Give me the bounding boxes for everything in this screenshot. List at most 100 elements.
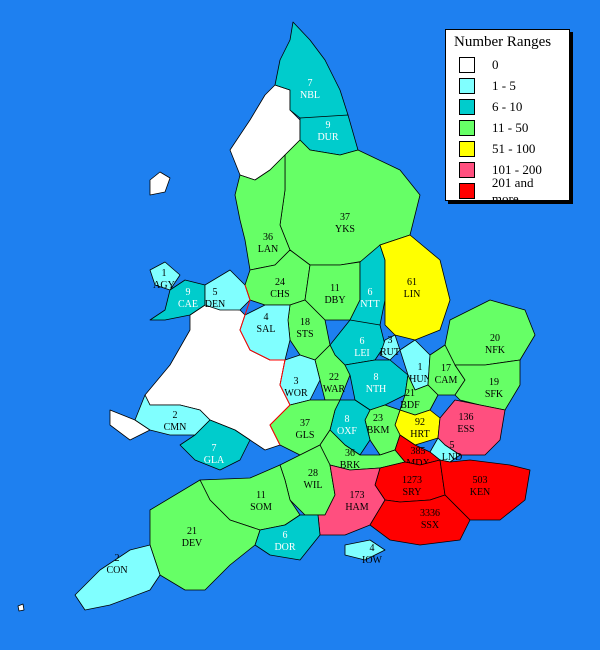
isle-of-man — [149, 171, 171, 196]
county-count-label: 136 — [459, 412, 474, 423]
county-count-label: 3 — [388, 335, 393, 346]
county-count-label: 7 — [308, 78, 313, 89]
legend-swatch — [459, 98, 475, 115]
county-count-label: 9 — [186, 287, 191, 298]
county-code-label: HUN — [409, 374, 431, 385]
legend-label: 201 and more — [491, 174, 534, 206]
legend-label: 6 - 10 — [492, 98, 523, 114]
county-code-label: WOR — [284, 388, 308, 399]
county-code-label: DEN — [205, 299, 226, 310]
county-dor — [254, 514, 321, 561]
county-count-label: 24 — [275, 277, 285, 288]
legend-swatch — [459, 56, 475, 73]
county-count-label: 19 — [489, 377, 499, 388]
county-code-label: BRK — [340, 460, 361, 471]
county-code-label: CAE — [178, 299, 198, 310]
county-pembroke — [109, 409, 151, 441]
legend-swatch — [459, 119, 475, 136]
county-code-label: RUT — [380, 347, 400, 358]
county-code-label: SRY — [403, 487, 422, 498]
county-count-label: 385 — [411, 446, 426, 457]
county-count-label: 3336 — [420, 508, 440, 519]
county-code-label: MDX — [406, 458, 430, 469]
county-code-label: NBL — [300, 90, 320, 101]
county-count-label: 21 — [405, 388, 415, 399]
county-count-label: 92 — [415, 417, 425, 428]
county-code-label: HRT — [410, 429, 429, 440]
county-code-label: DEV — [182, 538, 203, 549]
county-count-label: 6 — [360, 336, 365, 347]
county-count-label: 2 — [173, 410, 178, 421]
legend-item: 201 and more — [452, 175, 563, 206]
county-code-label: YKS — [335, 224, 355, 235]
county-code-label: GLA — [204, 455, 225, 466]
county-count-label: 37 — [340, 212, 350, 223]
county-count-label: 17 — [441, 363, 451, 374]
county-code-label: OXF — [337, 426, 357, 437]
england-wales-border — [239, 284, 291, 446]
county-code-label: AGY — [153, 280, 175, 291]
county-count-label: 4 — [370, 543, 375, 554]
county-count-label: 21 — [187, 526, 197, 537]
county-code-label: CHS — [270, 289, 289, 300]
county-count-label: 37 — [300, 418, 310, 429]
county-count-label: 4 — [264, 312, 269, 323]
county-nth — [344, 359, 409, 411]
county-code-label: BKM — [367, 425, 390, 436]
county-code-label: SSX — [421, 520, 440, 531]
county-code-label: SAL — [257, 324, 276, 335]
legend-item: 51 - 100 — [452, 138, 563, 159]
county-agy — [149, 261, 181, 291]
county-code-label: LEI — [354, 348, 370, 359]
county-code-label: DUR — [317, 132, 338, 143]
county-code-label: DOR — [274, 542, 295, 553]
county-count-label: 173 — [350, 490, 365, 501]
county-count-label: 8 — [345, 414, 350, 425]
county-count-label: 5 — [450, 440, 455, 451]
county-code-label: LAN — [258, 244, 279, 255]
county-count-label: 1273 — [402, 475, 422, 486]
county-count-label: 6 — [283, 530, 288, 541]
county-code-label: NTT — [360, 299, 379, 310]
county-code-label: HAM — [345, 502, 368, 513]
county-code-label: STS — [296, 329, 313, 340]
county-cae — [149, 279, 206, 321]
legend-swatch — [459, 77, 475, 94]
county-code-label: LIN — [404, 289, 421, 300]
legend-swatch — [459, 182, 475, 199]
legend: Number Ranges 0 1 - 5 6 - 10 11 - 50 51 - 10… — [445, 29, 570, 206]
county-count-label: 11 — [256, 490, 266, 501]
county-code-label: WIL — [304, 480, 323, 491]
legend-item: 1 - 5 — [452, 75, 563, 96]
county-count-label: 2 — [115, 553, 120, 564]
county-count-label: 20 — [490, 333, 500, 344]
county-count-label: 36 — [345, 448, 355, 459]
county-code-label: NTH — [366, 384, 387, 395]
county-code-label: GLS — [296, 430, 315, 441]
county-code-label: NFK — [485, 345, 506, 356]
legend-label: 11 - 50 — [492, 119, 529, 135]
county-code-label: DBY — [324, 295, 345, 306]
county-code-label: ESS — [457, 424, 474, 435]
county-con — [74, 544, 161, 611]
legend-item: 101 - 200 — [452, 159, 563, 180]
county-ssx — [369, 494, 471, 546]
legend-item: 6 - 10 — [452, 96, 563, 117]
county-count-label: 28 — [308, 468, 318, 479]
county-count-label: 9 — [326, 120, 331, 131]
legend-label: 51 - 100 — [492, 140, 536, 156]
county-den — [204, 269, 251, 311]
county-count-label: 18 — [300, 317, 310, 328]
scilly-isles — [17, 603, 25, 612]
county-count-label: 3 — [294, 376, 299, 387]
legend-label: 0 — [492, 56, 499, 72]
legend-swatch — [459, 161, 475, 178]
county-code-label: CMN — [164, 422, 187, 433]
county-code-label: WAR — [323, 384, 346, 395]
county-count-label: 36 — [263, 232, 273, 243]
legend-label: 1 - 5 — [492, 77, 516, 93]
legend-item: 0 — [452, 54, 563, 75]
county-count-label: 1 — [418, 362, 423, 373]
county-code-label: KEN — [470, 487, 491, 498]
